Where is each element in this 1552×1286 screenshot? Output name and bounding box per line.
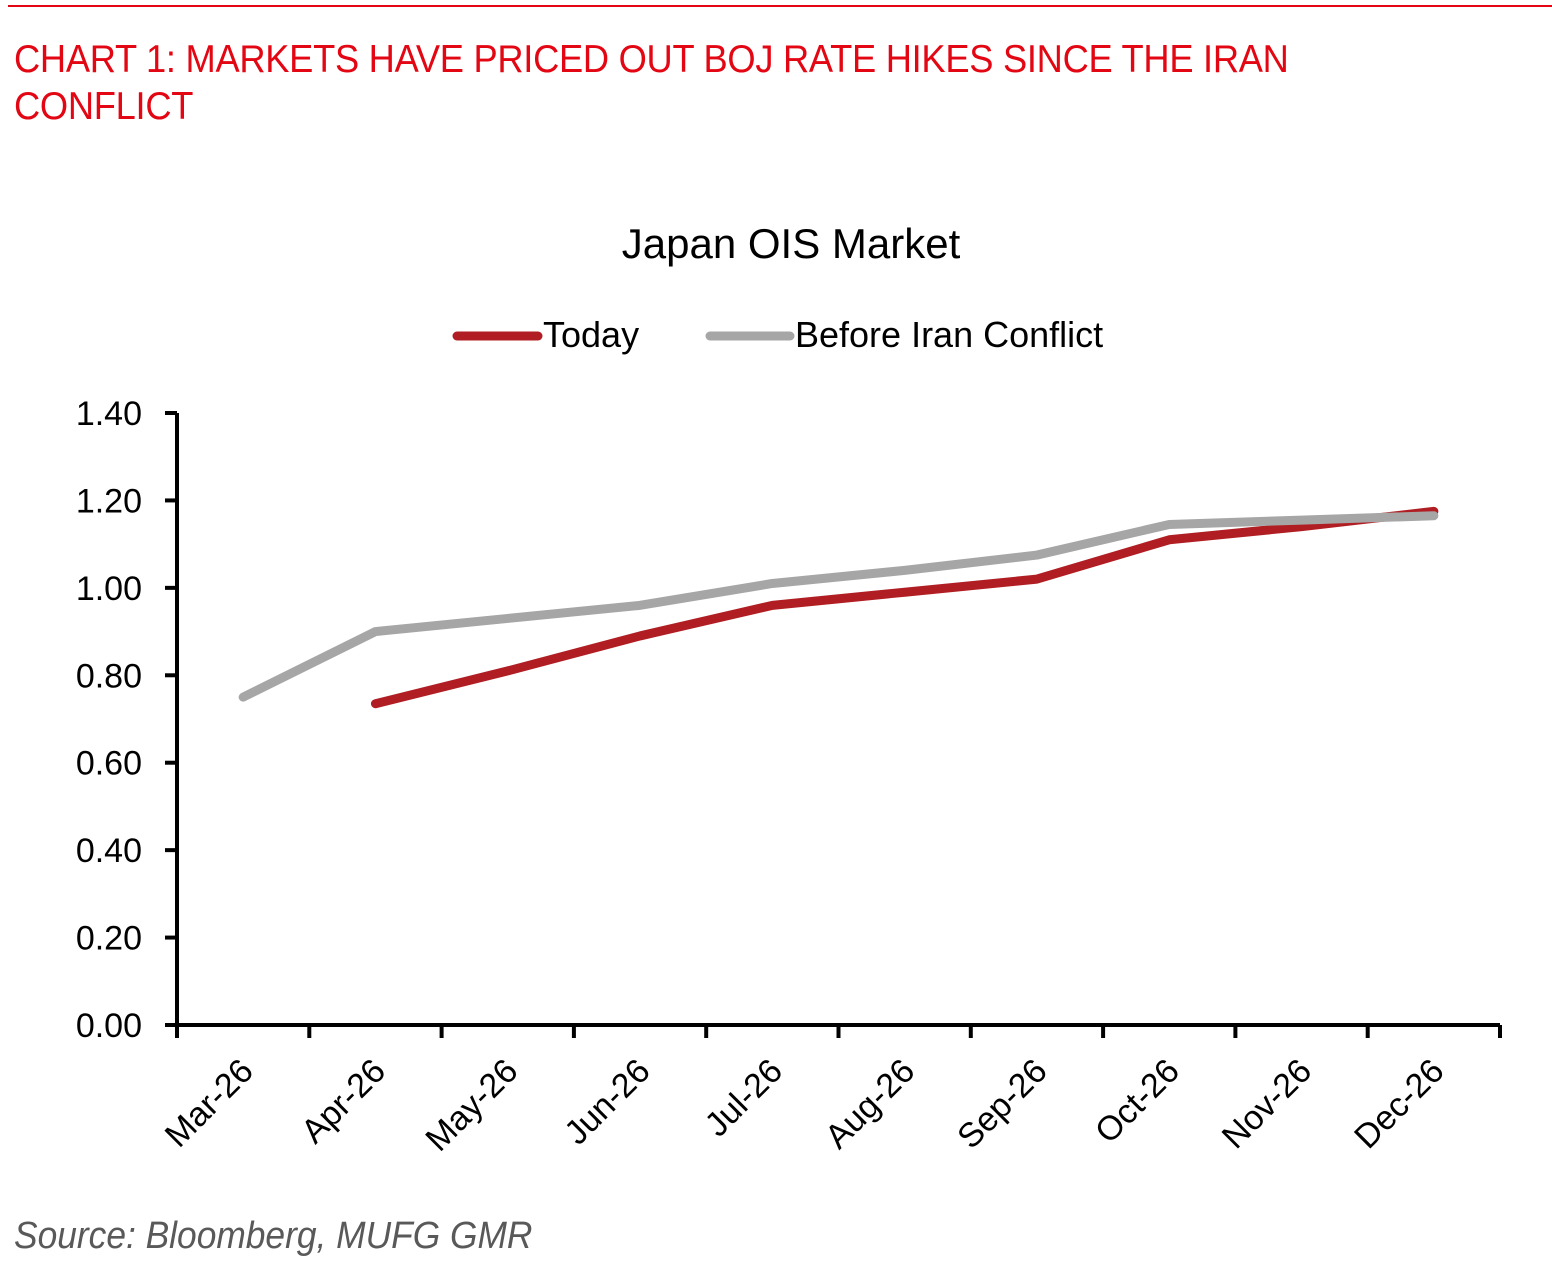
y-tick-label: 0.60 [76, 745, 142, 783]
y-tick-label: 0.80 [76, 657, 142, 695]
chart-heading: CHART 1: MARKETS HAVE PRICED OUT BOJ RAT… [14, 38, 1289, 128]
x-tick-label: Jun-26 [557, 1052, 657, 1152]
top-rule [8, 5, 1552, 7]
x-tick-label: May-26 [418, 1052, 525, 1159]
legend-item: Before Iran Conflict [705, 314, 1103, 355]
x-tick-label: Nov-26 [1215, 1052, 1319, 1156]
series-line [370, 506, 1439, 709]
source-note: Source: Bloomberg, MUFG GMR [14, 1215, 533, 1257]
x-tick-label: Dec-26 [1347, 1052, 1451, 1156]
series-line [238, 511, 1439, 702]
x-tick-label: Aug-26 [818, 1052, 922, 1156]
x-tick-label: Mar-26 [158, 1052, 261, 1155]
y-tick-label: 0.20 [76, 920, 142, 958]
y-tick-label: 1.00 [76, 570, 142, 608]
x-tick-label: Sep-26 [950, 1052, 1054, 1156]
x-tick-label: Apr-26 [294, 1052, 393, 1151]
series-before-iran-conflict [238, 511, 1439, 702]
legend-label: Today [543, 314, 639, 355]
legend-label: Before Iran Conflict [795, 314, 1103, 355]
chart-title: Japan OIS Market [622, 220, 961, 267]
y-tick-label: 1.40 [76, 395, 142, 433]
series-today [370, 506, 1439, 709]
y-tick-label: 0.00 [76, 1007, 142, 1045]
series-layer [238, 506, 1439, 709]
axes: 0.00 0.20 0.40 0.60 0.80 1.00 1.20 1.40 Mar-26 Ap… [76, 395, 1502, 1159]
x-tick-label: Oct-26 [1088, 1052, 1187, 1151]
legend-item: Today [452, 314, 639, 355]
x-tick-label: Jul-26 [698, 1052, 790, 1144]
y-tick-label: 0.40 [76, 832, 142, 870]
legend: Today Before Iran Conflict [452, 314, 1103, 355]
y-tick-label: 1.20 [76, 482, 142, 520]
